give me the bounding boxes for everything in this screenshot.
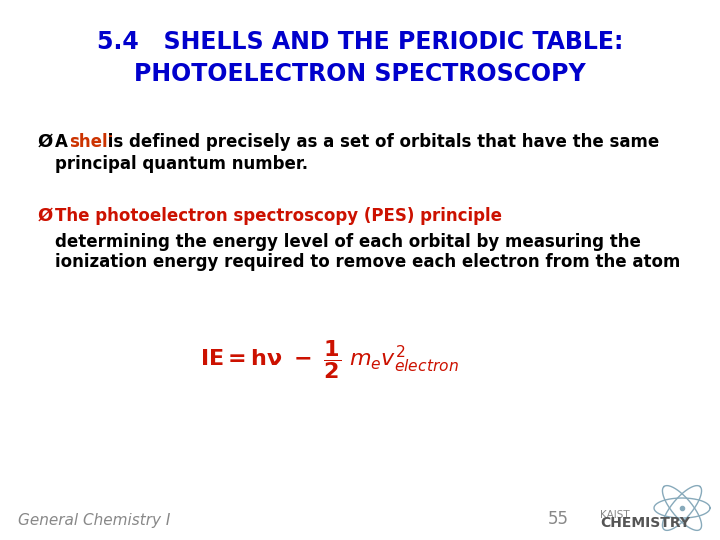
Text: determining the energy level of each orbital by measuring the: determining the energy level of each orb… (55, 233, 641, 251)
Text: principal quantum number.: principal quantum number. (55, 155, 308, 173)
Text: KAIST: KAIST (600, 510, 629, 520)
Text: Ø: Ø (38, 207, 53, 225)
Text: is defined precisely as a set of orbitals that have the same: is defined precisely as a set of orbital… (102, 133, 660, 151)
Text: General Chemistry I: General Chemistry I (18, 513, 171, 528)
Text: shell: shell (69, 133, 113, 151)
Text: CHEMISTRY: CHEMISTRY (600, 516, 690, 530)
Text: ionization energy required to remove each electron from the atom: ionization energy required to remove eac… (55, 253, 680, 271)
Text: The photoelectron spectroscopy (PES) principle: The photoelectron spectroscopy (PES) pri… (55, 207, 502, 225)
Text: PHOTOELECTRON SPECTROSCOPY: PHOTOELECTRON SPECTROSCOPY (134, 62, 586, 86)
Text: $\mathbf{IE = h\nu \ - \ \dfrac{1}{2} \ }$$\boldsymbol{m_e v^2_{electron}}$: $\mathbf{IE = h\nu \ - \ \dfrac{1}{2} \ … (200, 338, 459, 381)
Text: 5.4   SHELLS AND THE PERIODIC TABLE:: 5.4 SHELLS AND THE PERIODIC TABLE: (96, 30, 624, 54)
Text: Ø: Ø (38, 133, 53, 151)
Text: A: A (55, 133, 73, 151)
Text: 55: 55 (548, 510, 569, 528)
